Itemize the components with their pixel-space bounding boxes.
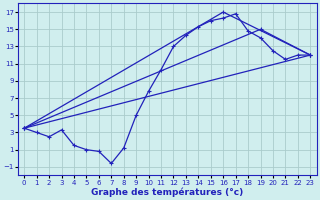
X-axis label: Graphe des températures (°c): Graphe des températures (°c) (91, 187, 244, 197)
